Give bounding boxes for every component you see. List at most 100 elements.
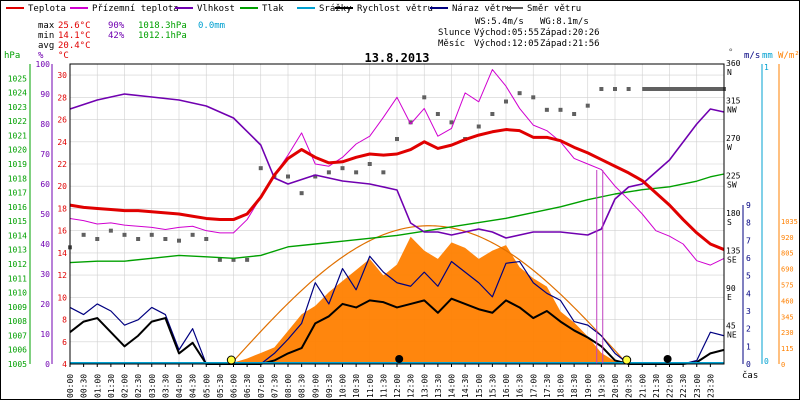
wind-direction-compass-label: SE — [727, 256, 737, 265]
x-tick-label: 18:30 — [570, 374, 579, 398]
solar-tick-label: 230 — [781, 329, 794, 337]
wind-direction-mark — [245, 257, 250, 262]
wind-direction-mark — [435, 112, 440, 116]
humidity-line — [69, 93, 725, 239]
x-tick-label: 05:30 — [216, 374, 225, 398]
stats-min-temp: 14.1°C — [58, 31, 91, 41]
wind-direction-mark — [326, 170, 331, 175]
wind-direction-mark — [190, 232, 195, 237]
wind-direction-tick-label: 360 — [726, 59, 741, 68]
x-tick-label: 21:00 — [638, 374, 647, 398]
pressure-tick-label: 1008 — [8, 317, 27, 326]
wind-speed-tick-label: 1 — [746, 342, 751, 351]
wind-direction-mark — [395, 137, 399, 141]
humidity-tick-label: 60 — [40, 180, 50, 189]
humidity-tick-label: 70 — [40, 150, 50, 159]
wind-direction-compass-label: W — [727, 143, 732, 152]
unit-wm2: W/m² — [778, 51, 800, 61]
rain-tick-label: 1 — [764, 63, 769, 72]
x-tick-label: 01:00 — [93, 374, 102, 398]
sun-event-marker — [622, 355, 632, 365]
wind-speed-tick-label: 2 — [746, 325, 751, 334]
pressure-tick-label: 1010 — [8, 289, 27, 298]
wind-direction-mark — [613, 87, 617, 91]
temperature-tick-label: 12 — [57, 271, 67, 280]
humidity-tick-label: 30 — [40, 270, 50, 279]
temperature-tick-label: 30 — [57, 71, 67, 80]
moon-label: Měsíc — [438, 39, 465, 49]
wind-direction-mark — [231, 257, 236, 262]
pressure-tick-label: 1022 — [8, 117, 27, 126]
x-axis: 00:00 00:30 01:00 01:30 02:00 02:30 03:00 03:30… — [66, 364, 715, 398]
temperature-tick-label: 26 — [57, 116, 67, 125]
temperature-tick-label: 4 — [62, 360, 67, 369]
legend-label: Tlak — [262, 4, 284, 14]
x-tick-label: 18:00 — [557, 374, 566, 398]
wind-direction-mark — [122, 232, 127, 237]
wind-direction-mark — [504, 99, 508, 104]
stats-max-temp: 25.6°C — [58, 21, 91, 31]
x-tick-label: 17:00 — [529, 374, 538, 398]
wind-speed-tick-label: 9 — [746, 201, 751, 210]
wind-direction-compass-label: NE — [727, 331, 737, 340]
temperature-tick-label: 14 — [57, 249, 67, 258]
solar-tick-label: 575 — [781, 282, 794, 290]
stats-min-press: 1012.1hPa — [138, 31, 187, 41]
x-tick-label: 10:30 — [352, 374, 361, 398]
wind-speed-tick-label: 8 — [746, 219, 751, 228]
stats-block: max 25.6°C 90% 1018.3hPa 0.0mm min 14.1°… — [38, 21, 225, 51]
unit-ms: m/s — [744, 51, 760, 61]
temperature-tick-label: 16 — [57, 227, 67, 236]
wind-direction-mark — [81, 232, 86, 237]
x-tick-label: 22:30 — [679, 374, 688, 398]
solar-tick-label: 0 — [781, 361, 785, 369]
wind-direction-mark — [95, 237, 100, 241]
unit-degc: °C — [58, 51, 69, 61]
humidity-tick-label: 90 — [40, 90, 50, 99]
axis-unit-headers: hPa % °C ° m/s mm W/m² — [4, 48, 800, 61]
humidity-tick-label: 40 — [40, 240, 50, 249]
x-tick-label: 14:00 — [448, 374, 457, 398]
stats-max-label: max — [38, 21, 55, 31]
x-tick-label: 08:30 — [298, 374, 307, 398]
wind-direction-tick-label: 135 — [726, 247, 741, 256]
pressure-tick-label: 1025 — [8, 74, 27, 83]
x-tick-label: 16:00 — [502, 374, 511, 398]
wind-gust-line — [69, 255, 725, 365]
sun-event-marker — [226, 355, 236, 365]
pressure-tick-label: 1012 — [8, 260, 27, 269]
solar-tick-label: 115 — [781, 345, 794, 353]
x-tick-label: 19:30 — [597, 374, 606, 398]
wind-direction-mark — [108, 228, 113, 233]
x-tick-label: 23:30 — [706, 374, 715, 398]
x-tick-label: 09:00 — [311, 374, 320, 398]
x-tick-label: 03:30 — [161, 374, 170, 398]
stats-max-press: 1018.3hPa — [138, 21, 187, 31]
wind-gust-info: WG:8.1m/s — [540, 17, 589, 27]
x-tick-label: 14:30 — [461, 374, 470, 398]
legend-label: Směr větru — [527, 4, 581, 14]
legend-label: Vlhkost — [197, 4, 235, 14]
x-tick-label: 12:00 — [393, 374, 402, 398]
x-tick-label: 09:30 — [325, 374, 334, 398]
unit-deg: ° — [728, 48, 733, 58]
x-axis-label: čas — [742, 370, 758, 381]
wind-direction-mark — [136, 237, 141, 241]
x-tick-label: 15:00 — [475, 374, 484, 398]
wind-direction-mark — [626, 87, 631, 91]
humidity-tick-label: 50 — [40, 210, 50, 219]
wind-speed-info: WS:5.4m/s — [475, 17, 524, 27]
x-tick-label: 05:00 — [202, 374, 211, 398]
unit-hpa: hPa — [4, 51, 20, 61]
x-tick-label: 00:30 — [80, 374, 89, 398]
temperature-tick-label: 24 — [57, 138, 67, 147]
wind-direction-mark — [354, 170, 359, 175]
x-tick-label: 23:00 — [693, 374, 702, 398]
pressure-tick-label: 1016 — [8, 203, 27, 212]
temperature-tick-label: 20 — [57, 182, 67, 191]
pressure-tick-label: 1015 — [8, 217, 27, 226]
x-tick-label: 00:00 — [66, 374, 75, 398]
